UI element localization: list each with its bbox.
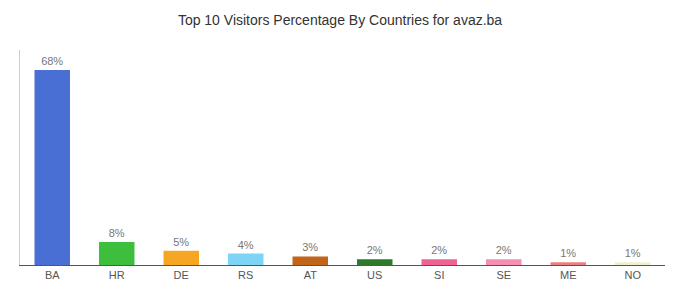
svg-text:1%: 1% bbox=[625, 247, 641, 259]
svg-text:BA: BA bbox=[45, 269, 60, 281]
svg-text:HR: HR bbox=[109, 269, 125, 281]
svg-text:5%: 5% bbox=[173, 236, 189, 248]
svg-text:AT: AT bbox=[304, 269, 318, 281]
svg-text:68%: 68% bbox=[41, 55, 63, 67]
svg-text:2%: 2% bbox=[496, 244, 512, 256]
svg-text:US: US bbox=[367, 269, 382, 281]
svg-text:SE: SE bbox=[496, 269, 511, 281]
svg-text:NO: NO bbox=[625, 269, 642, 281]
svg-text:2%: 2% bbox=[431, 244, 447, 256]
svg-text:1%: 1% bbox=[560, 247, 576, 259]
svg-text:2%: 2% bbox=[367, 244, 383, 256]
svg-text:RS: RS bbox=[238, 269, 253, 281]
svg-text:3%: 3% bbox=[302, 241, 318, 253]
svg-text:Top 10 Visitors Percentage By: Top 10 Visitors Percentage By Countries … bbox=[178, 12, 502, 28]
svg-text:ME: ME bbox=[560, 269, 577, 281]
svg-text:SI: SI bbox=[434, 269, 444, 281]
svg-text:4%: 4% bbox=[238, 239, 254, 251]
svg-text:8%: 8% bbox=[109, 227, 125, 239]
svg-text:DE: DE bbox=[174, 269, 189, 281]
